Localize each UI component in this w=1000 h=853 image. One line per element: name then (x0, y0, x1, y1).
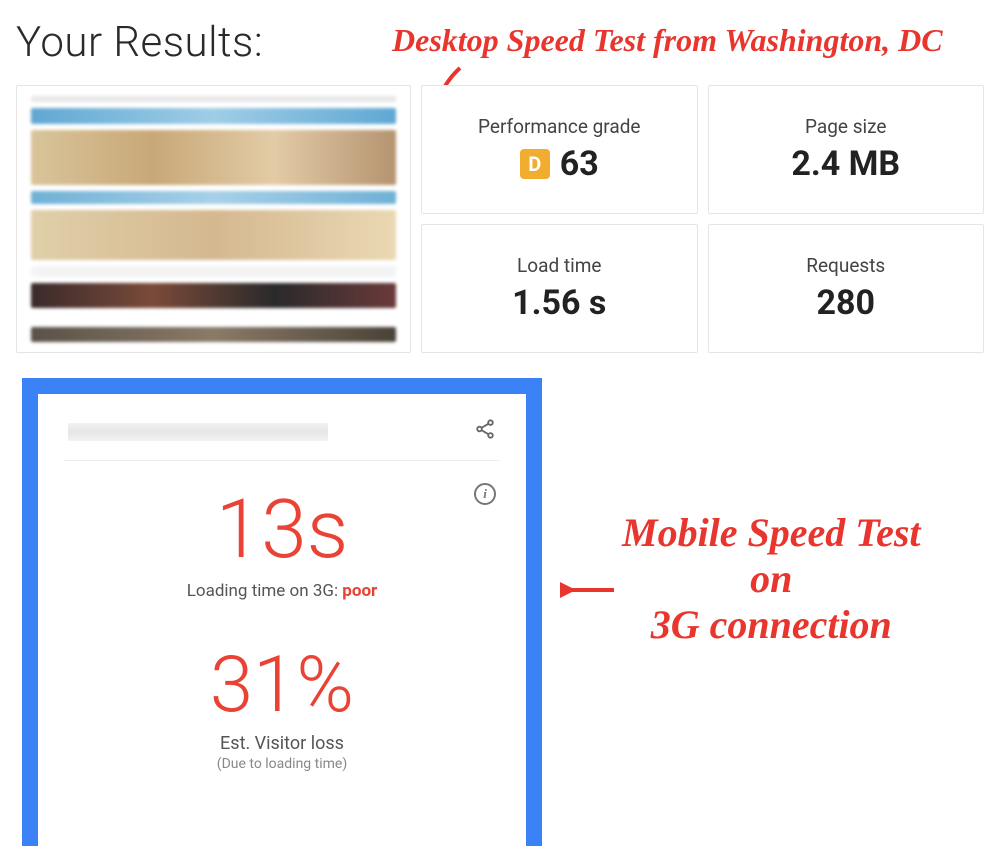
mobile-speed-card: i 13s Loading time on 3G: poor 31% Est. … (22, 378, 542, 846)
mobile-url-placeholder (68, 423, 328, 441)
mobile-loading-rating: poor (342, 581, 377, 601)
load-time-card: Load time 1.56 s (421, 224, 698, 353)
arrow-mobile-icon (560, 580, 618, 600)
load-time-value: 1.56 s (512, 283, 606, 323)
mobile-visitor-loss-sub: (Due to loading time) (217, 756, 347, 772)
mobile-loading-time-value: 13s (216, 489, 349, 571)
preview-blur-bar (31, 210, 396, 260)
preview-blur-bar (31, 314, 396, 321)
performance-grade-value: D 63 (520, 144, 599, 184)
preview-blur-bar (31, 108, 396, 125)
page-size-label: Page size (805, 115, 886, 138)
mobile-loading-time-label: Loading time on 3G: poor (187, 581, 378, 601)
preview-blur-bar (31, 327, 396, 342)
requests-card: Requests 280 (708, 224, 985, 353)
preview-blur-bar (31, 130, 396, 184)
info-icon[interactable]: i (474, 483, 496, 505)
site-preview-card (16, 85, 411, 353)
page-size-value: 2.4 MB (791, 144, 900, 184)
mobile-visitor-loss-label: Est. Visitor loss (220, 733, 344, 754)
grade-badge: D (520, 149, 550, 179)
annotation-mobile-label: Mobile Speed Test on 3G connection (622, 510, 921, 648)
mobile-loading-prefix: Loading time on 3G: (187, 581, 343, 601)
preview-blur-bar (31, 191, 396, 204)
page-title: Your Results: (16, 18, 263, 67)
requests-label: Requests (806, 254, 885, 277)
mobile-card-header (64, 416, 500, 461)
load-time-label: Load time (517, 254, 601, 277)
page-size-card: Page size 2.4 MB (708, 85, 985, 214)
grade-score: 63 (560, 144, 599, 184)
requests-value: 280 (816, 283, 875, 323)
performance-grade-label: Performance grade (478, 115, 640, 138)
preview-blur-bar (31, 283, 396, 307)
preview-blur-bar (31, 96, 396, 102)
performance-grade-card: Performance grade D 63 (421, 85, 698, 214)
mobile-visitor-loss-value: 31% (210, 647, 354, 725)
preview-blur-bar (31, 266, 396, 277)
annotation-desktop-label: Desktop Speed Test from Washington, DC (392, 22, 943, 59)
mobile-card-body: i 13s Loading time on 3G: poor 31% Est. … (64, 461, 500, 772)
desktop-results-grid: Performance grade D 63 Page size 2.4 MB … (16, 85, 984, 353)
share-icon[interactable] (474, 418, 496, 446)
